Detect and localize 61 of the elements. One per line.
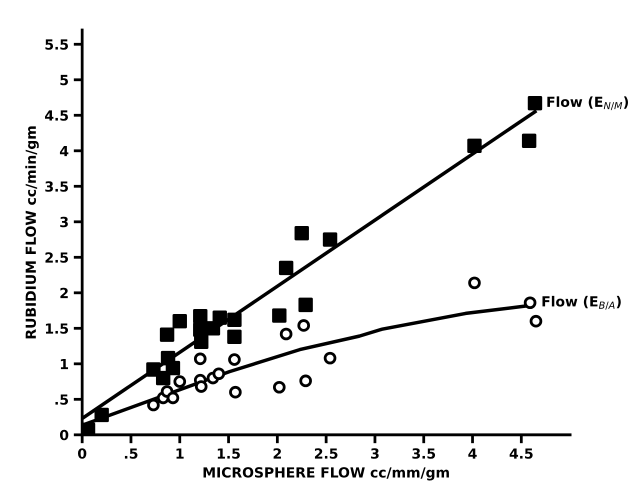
point <box>94 408 109 422</box>
point <box>522 134 536 148</box>
point <box>172 314 187 328</box>
y-tick-label: 4.5 <box>45 110 68 121</box>
point <box>227 312 242 327</box>
point <box>468 276 481 290</box>
point <box>173 375 186 388</box>
point <box>166 392 180 404</box>
point <box>530 314 542 328</box>
point <box>280 328 292 340</box>
point <box>194 380 208 393</box>
point <box>229 386 242 399</box>
x-tick-label: .5 <box>124 448 138 459</box>
y-tick-label: 3 <box>60 216 68 228</box>
point <box>160 328 174 342</box>
y-tick-label: 1.5 <box>46 323 68 334</box>
point <box>322 232 338 247</box>
y-axis-title: RUBIDIUM FLOW cc/min/gm <box>25 126 39 338</box>
y-tick-label: 4 <box>60 146 68 156</box>
y-tick-label: .5 <box>55 394 68 405</box>
point <box>278 260 294 276</box>
point <box>194 352 207 366</box>
point <box>227 330 242 344</box>
series-label: Flow (E$_{N/M}$) <box>547 96 628 110</box>
x-tick-label: 1 <box>176 448 184 459</box>
point <box>194 334 208 350</box>
point <box>156 370 170 386</box>
series-label: Flow (E$_{B/A}$) <box>542 296 621 310</box>
point <box>82 422 96 435</box>
x-tick-label: 1.5 <box>218 448 240 459</box>
y-tick-label: 3.5 <box>45 181 68 192</box>
y-tick-label: 2 <box>60 288 68 298</box>
point <box>193 309 208 324</box>
x-tick-label: 3.5 <box>412 448 436 459</box>
x-axis-title: MICROSPHERE FLOW cc/mm/gm <box>204 467 449 480</box>
point <box>212 310 227 325</box>
point <box>272 308 286 323</box>
x-tick-label: 3 <box>371 448 379 459</box>
y-tick-label: 2.5 <box>45 252 68 263</box>
x-tick-label: 0 <box>78 448 86 459</box>
point <box>166 360 180 376</box>
point <box>528 96 542 110</box>
y-tick-label: 1 <box>60 358 68 370</box>
point <box>467 138 482 154</box>
y-tick-label: 0 <box>60 430 68 440</box>
x-tick-label: 4 <box>468 448 477 459</box>
point <box>524 296 536 310</box>
point <box>324 352 336 364</box>
point <box>294 226 309 240</box>
point <box>212 367 226 380</box>
point <box>228 353 241 366</box>
x-tick-label: 4.5 <box>510 448 533 459</box>
x-tick-label: 2 <box>274 448 281 459</box>
point <box>273 380 286 394</box>
point <box>147 398 160 412</box>
point <box>299 374 312 388</box>
y-tick-label: 5 <box>60 74 68 86</box>
point <box>298 298 313 312</box>
y-tick-label: 5.5 <box>45 39 68 50</box>
x-tick-label: 2.5 <box>314 448 338 459</box>
point <box>297 319 310 332</box>
